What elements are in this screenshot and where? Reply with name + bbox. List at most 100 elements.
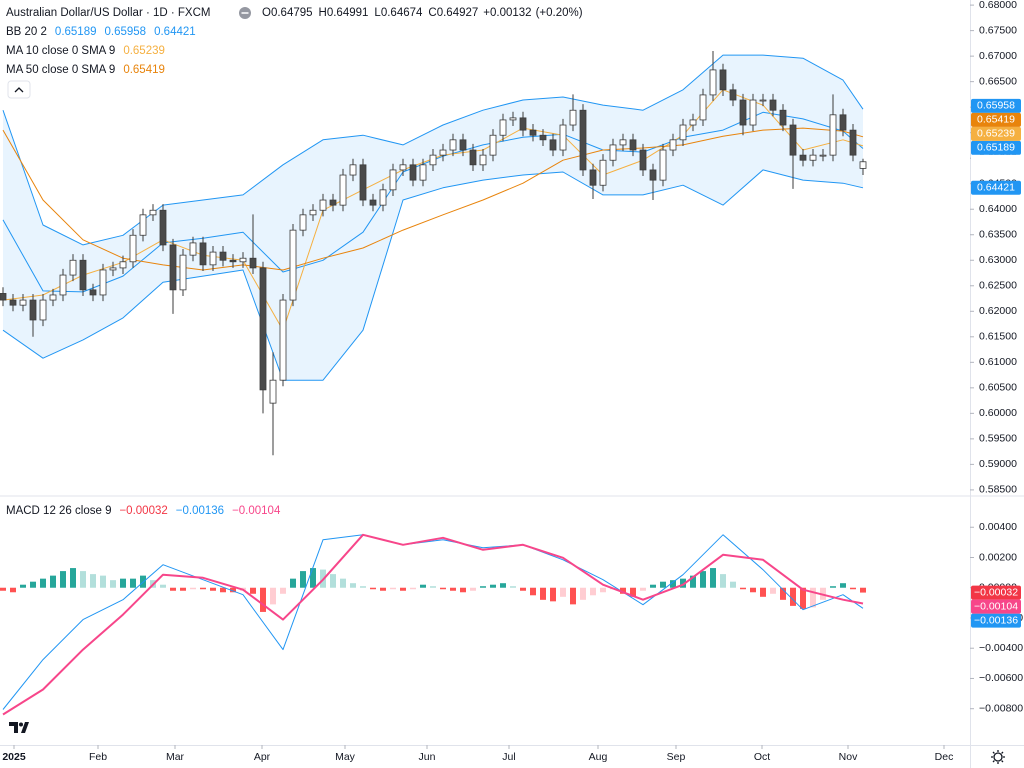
overlay: Australian Dollar/US Dollar · 1D · FXCM … <box>6 7 1021 764</box>
histogram-bar <box>340 578 346 588</box>
bollinger-fill <box>3 55 863 381</box>
candle-body <box>499 119 507 136</box>
candle-body <box>559 124 567 151</box>
histogram-bar <box>300 571 306 588</box>
candle-body <box>49 294 57 301</box>
legend-row: MACD 12 26 close 9 −0.00032 −0.00136 −0.001… <box>6 505 281 517</box>
histogram-bar <box>430 586 436 588</box>
candle-body <box>349 164 357 176</box>
x-tick-label: Feb <box>89 751 107 763</box>
price-tag-label: −0.00104 <box>974 600 1018 612</box>
histogram-bar <box>130 578 136 588</box>
candle-body <box>119 261 127 269</box>
legend-row: O0.64795 H0.64991 L0.64674 C0.64927 +0.00132… <box>262 7 583 19</box>
price-tag-label: 0.65189 <box>977 142 1015 154</box>
candle-body <box>569 109 577 126</box>
histogram-bar <box>470 587 476 591</box>
histogram-bar <box>180 587 186 591</box>
y-tick-label: 0.67000 <box>979 50 1017 62</box>
candle-body <box>99 269 107 296</box>
candle-body <box>779 109 787 126</box>
price-tag-label: −0.00136 <box>974 614 1018 626</box>
tradingview-logo[interactable] <box>9 722 29 733</box>
candle-body <box>209 251 217 266</box>
y-tick-label: −0.00800 <box>979 702 1023 714</box>
candle-body <box>769 99 777 111</box>
y-tick-label: 0.59500 <box>979 433 1017 445</box>
y-tick-label: 0.62500 <box>979 280 1017 292</box>
histogram-bar <box>680 578 686 588</box>
histogram-bar <box>670 580 676 588</box>
price-tag <box>971 613 1021 628</box>
histogram-bar <box>290 578 296 588</box>
x-tick-label: Aug <box>589 751 608 763</box>
legend-row: BB 20 2 0.65189 0.65958 0.64421 <box>6 26 196 38</box>
histogram-bar <box>370 587 376 590</box>
quote-field: O <box>262 7 271 19</box>
histogram-bar <box>860 587 866 593</box>
candle-body <box>829 114 837 156</box>
legend-row: MA 50 close 0 SMA 9 0.65419 <box>6 64 165 76</box>
y-tick-label: 0.61000 <box>979 356 1017 368</box>
histogram-bar <box>490 584 496 588</box>
histogram-bar <box>450 587 456 591</box>
candle-body <box>459 139 467 151</box>
collapse-button[interactable] <box>7 80 31 99</box>
x-tick-label: May <box>335 751 356 763</box>
y-tick-label: −0.00600 <box>979 672 1023 684</box>
candle-body <box>319 199 327 211</box>
histogram-bar <box>530 587 536 596</box>
histogram-bar <box>780 587 786 600</box>
candle-body <box>199 242 207 266</box>
y-tick-label: 0.66500 <box>979 75 1017 87</box>
candle-body <box>799 154 807 161</box>
candle-body <box>819 154 827 157</box>
histogram-bar <box>620 587 626 594</box>
bollinger-line <box>2 169 864 381</box>
histogram-bar <box>170 587 176 591</box>
candle-body <box>539 134 547 141</box>
price-tag-label: 0.65419 <box>977 114 1015 126</box>
histogram-bar <box>410 587 416 590</box>
histogram-bar <box>720 574 726 588</box>
y-tick-label: 0.62000 <box>979 305 1017 317</box>
candle-body <box>289 229 297 301</box>
histogram-bar <box>560 587 566 597</box>
candle-body <box>129 234 137 263</box>
histogram-bar <box>120 578 126 588</box>
candle-body <box>239 257 247 263</box>
histogram-bar <box>760 587 766 597</box>
x-tick-label: Jun <box>419 751 436 763</box>
histogram-bar <box>500 583 506 588</box>
histogram-bar <box>540 587 546 600</box>
candle-body <box>709 69 717 96</box>
candle-body <box>809 154 817 161</box>
quote-field: C <box>428 7 436 19</box>
candle-body <box>169 244 177 291</box>
candle-body <box>669 139 677 151</box>
candle-body <box>519 117 527 131</box>
histogram-bar <box>270 587 276 605</box>
candle-body <box>659 149 667 181</box>
candle-body <box>859 161 867 169</box>
quote-value: 0.64674 <box>381 7 423 19</box>
settings-button[interactable] <box>991 750 1005 764</box>
quote-value: 0.64795 <box>271 7 313 19</box>
histogram-bar <box>840 583 846 588</box>
histogram-bar <box>10 587 16 593</box>
x-tick-label: Apr <box>254 751 271 763</box>
study-label: BB 20 2 <box>6 26 47 38</box>
candle-body <box>369 199 377 206</box>
candle-body <box>639 149 647 171</box>
histogram-bar <box>520 587 526 591</box>
candle-body <box>79 259 87 291</box>
candle-body <box>39 299 47 321</box>
histogram-bar <box>380 587 386 591</box>
candle-body <box>489 134 497 156</box>
visibility-toggle[interactable] <box>239 7 251 19</box>
candle-body <box>839 114 847 131</box>
candle-body <box>399 164 407 171</box>
y-tick-label: 0.59000 <box>979 458 1017 470</box>
candle-body <box>609 144 617 161</box>
